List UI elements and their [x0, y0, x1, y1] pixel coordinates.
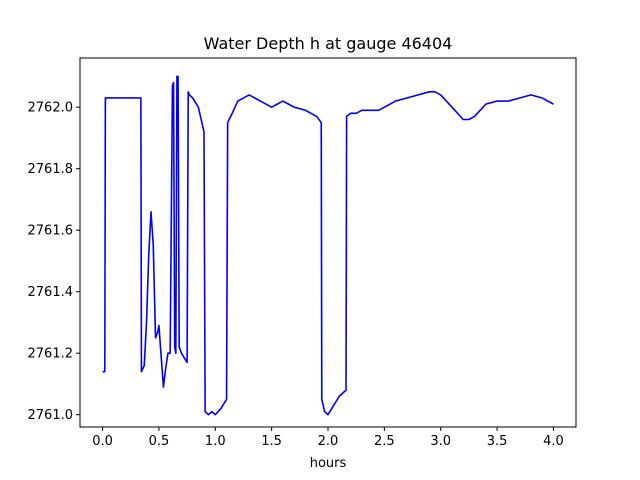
x-tick-label: 0.5: [149, 434, 170, 449]
x-axis-title: hours: [310, 456, 347, 471]
series-layer: [102, 75, 554, 416]
y-tick-label: 2761.8: [28, 162, 74, 177]
series-line-0: [102, 75, 554, 416]
y-tick-label: 2762.0: [28, 101, 74, 116]
y-axis-ticks: 2761.0 2761.2 2761.4 2761.6 2761.8 2762.0: [28, 101, 80, 423]
x-tick-label: 1.5: [261, 434, 282, 449]
x-tick-label: 2.0: [318, 434, 339, 449]
x-tick-label: 1.0: [205, 434, 226, 449]
y-tick-label: 2761.0: [28, 408, 74, 423]
y-tick-label: 2761.6: [28, 224, 74, 239]
x-tick-label: 2.5: [374, 434, 395, 449]
x-tick-label: 4.0: [543, 434, 564, 449]
x-tick-label: 3.5: [487, 434, 508, 449]
y-tick-label: 2761.4: [28, 285, 74, 300]
y-tick-label: 2761.2: [28, 347, 74, 362]
chart-title: Water Depth h at gauge 46404: [204, 34, 453, 53]
x-tick-label: 3.0: [430, 434, 451, 449]
x-axis-ticks: 0.0 0.5 1.0 1.5 2.0 2.5 3.0 3.5 4.0: [92, 427, 564, 449]
x-tick-label: 0.0: [92, 434, 113, 449]
